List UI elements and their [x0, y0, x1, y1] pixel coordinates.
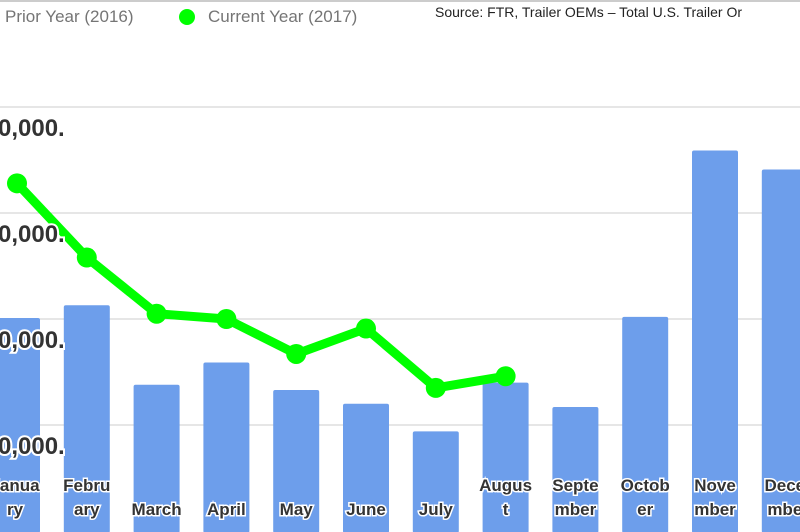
bar-prior-year: [273, 390, 320, 532]
x-tick-label: Augus: [479, 476, 532, 495]
x-tick-label: March: [132, 500, 182, 519]
x-tick-label: Dece: [764, 476, 800, 495]
point-current-year: [356, 318, 376, 339]
x-tick-label: Janua: [0, 476, 40, 495]
x-tick-label: t: [503, 500, 509, 519]
point-current-year: [495, 366, 516, 387]
point-current-year: [76, 247, 97, 268]
x-tick-label: May: [280, 500, 314, 519]
x-tick-label: Nove: [694, 476, 736, 495]
x-tick-label: ry: [7, 500, 24, 519]
x-tick-label: er: [637, 500, 653, 519]
point-current-year: [216, 309, 237, 329]
legend-prior-year: Prior Year (2016): [5, 7, 134, 26]
point-current-year: [146, 303, 167, 324]
bar-prior-year: [343, 403, 389, 532]
point-current-year: [425, 377, 446, 398]
bar-prior-year: [692, 150, 738, 532]
x-tick-label: June: [346, 500, 386, 519]
x-tick-label: Febru: [63, 476, 110, 495]
bar-prior-year: [761, 169, 800, 532]
bar-prior-year: [63, 305, 110, 532]
y-tick-label: 0,000.: [0, 115, 65, 142]
y-tick-label: 0,000.: [0, 433, 65, 460]
legend-current-year: Current Year (2017): [208, 7, 358, 26]
x-tick-label: ary: [74, 500, 100, 519]
point-current-year: [7, 173, 27, 194]
x-tick-label: mber: [694, 500, 736, 519]
x-tick-label: Octob: [621, 476, 670, 495]
x-tick-label: April: [207, 500, 246, 519]
x-tick-label: mber: [555, 500, 597, 519]
bar-prior-year: [622, 316, 669, 532]
top-border: [0, 0, 800, 2]
x-tick-label: July: [419, 500, 454, 519]
y-tick-label: 0,000.: [0, 327, 65, 354]
bar-prior-year: [552, 406, 599, 532]
bar-prior-year: [0, 317, 40, 532]
x-tick-label: Septe: [552, 476, 598, 495]
bar-prior-year: [133, 384, 180, 532]
bar-prior-year: [203, 362, 250, 532]
point-current-year: [286, 343, 307, 364]
y-tick-label: 0,000.: [0, 221, 65, 248]
source-note: Source: FTR, Trailer OEMs – Total U.S. T…: [435, 4, 743, 20]
bar-prior-year: [482, 382, 529, 532]
bar-prior-year: [412, 431, 459, 532]
x-tick-label: mbe: [767, 500, 800, 519]
line-current-year: [13, 180, 507, 393]
legend-current-year-marker: [179, 9, 195, 25]
